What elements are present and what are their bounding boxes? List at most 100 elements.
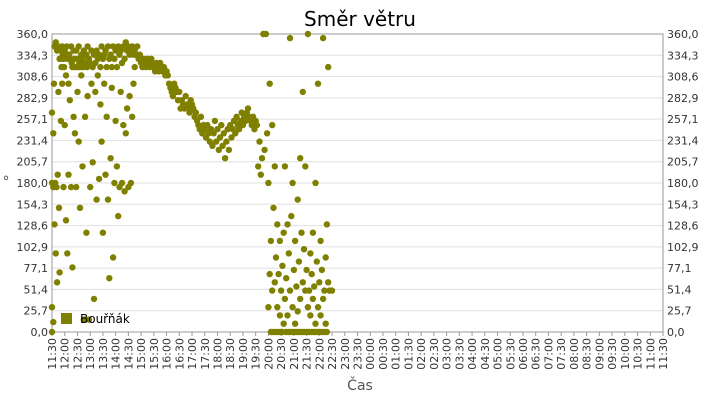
data-point [225,146,233,154]
x-tick-label: 23:00 [339,338,352,370]
data-point [314,80,322,87]
data-point [78,72,85,79]
data-point [319,34,327,42]
data-point [113,63,121,71]
data-point [84,43,91,50]
y-tick-label-left: 360,0 [17,28,49,41]
data-point [265,179,272,187]
x-tick-label: 01:30 [402,338,415,370]
y-tick-label-right: 205,7 [667,156,699,169]
data-point [270,204,277,211]
x-tick-label: 23:30 [352,338,365,370]
data-point [263,130,271,137]
data-point [109,254,117,261]
data-point [299,279,306,286]
data-point [113,163,121,170]
data-point [104,43,112,50]
data-point [304,30,312,38]
data-point [69,264,76,271]
data-point [48,109,56,116]
data-point [83,229,90,236]
y-tick-label-left: 51,4 [24,283,49,296]
data-point [215,146,222,154]
x-tick-label: 08:30 [581,338,594,370]
x-tick-label: 17:30 [199,338,212,370]
data-point [295,258,303,265]
x-tick-label: 04:30 [479,338,492,370]
data-point [303,266,310,274]
data-point [285,250,292,257]
data-point [279,262,286,269]
data-point [60,63,68,71]
x-tick-label: 00:30 [377,338,390,370]
data-point [136,51,143,58]
data-point [293,283,300,290]
data-point [121,188,128,195]
data-point [258,155,266,162]
data-point [274,304,281,311]
data-point [221,155,229,162]
data-point [276,312,284,319]
x-tick-label: 12:30 [71,338,84,370]
y-tick-label-left: 102,9 [17,241,49,254]
y-tick-label-left: 128,6 [17,220,49,233]
x-tick-label: 04:00 [466,338,479,370]
data-point [81,113,89,121]
x-tick-label: 15:30 [148,338,161,370]
data-point [266,80,273,87]
x-tick-label: 19:30 [250,338,263,370]
data-point [90,295,98,303]
data-point [256,138,263,145]
data-point [107,51,114,58]
data-point [216,134,224,141]
data-point [62,72,70,79]
data-point [328,287,336,294]
data-point [126,92,133,100]
x-tick-label: 11:00 [644,338,657,370]
legend-swatch [61,313,72,324]
grid-lines [52,33,663,333]
x-tick-label: 02:00 [415,338,428,370]
data-point [255,163,262,170]
data-point [317,312,324,319]
data-point [233,113,240,121]
data-point [318,266,326,274]
y-axis-label: ° [3,174,10,190]
data-point [323,221,331,228]
data-point [134,43,141,50]
x-tick-label: 15:00 [135,338,148,370]
data-point [311,283,318,290]
data-point [118,179,126,187]
data-point [228,134,235,141]
data-point [289,179,296,187]
x-tick-label: 17:00 [186,338,199,370]
data-point [104,196,112,203]
data-point [210,130,217,137]
data-point [313,258,320,265]
x-tick-label: 20:30 [275,338,288,370]
data-point [323,328,331,336]
data-point [61,121,68,129]
data-point [59,80,66,87]
data-point [97,63,104,71]
x-tick-label: 03:00 [441,338,454,370]
x-tick-label: 14:30 [122,338,135,370]
data-point [103,113,110,121]
y-tick-label-right: 231,4 [667,134,699,147]
data-point [220,130,227,137]
data-point [325,279,332,286]
x-tick-label: 05:00 [492,338,505,370]
data-point [62,217,70,224]
y-tick-label-left: 308,6 [17,71,49,84]
data-point [54,171,61,178]
data-point [95,175,103,183]
y-tick-label-left: 25,7 [24,305,49,318]
data-point [122,130,129,137]
data-point [325,63,332,71]
data-point [85,316,93,323]
data-point [89,159,96,166]
data-point [291,320,299,327]
x-tick-label: 12:00 [59,338,72,370]
data-point [276,237,284,245]
